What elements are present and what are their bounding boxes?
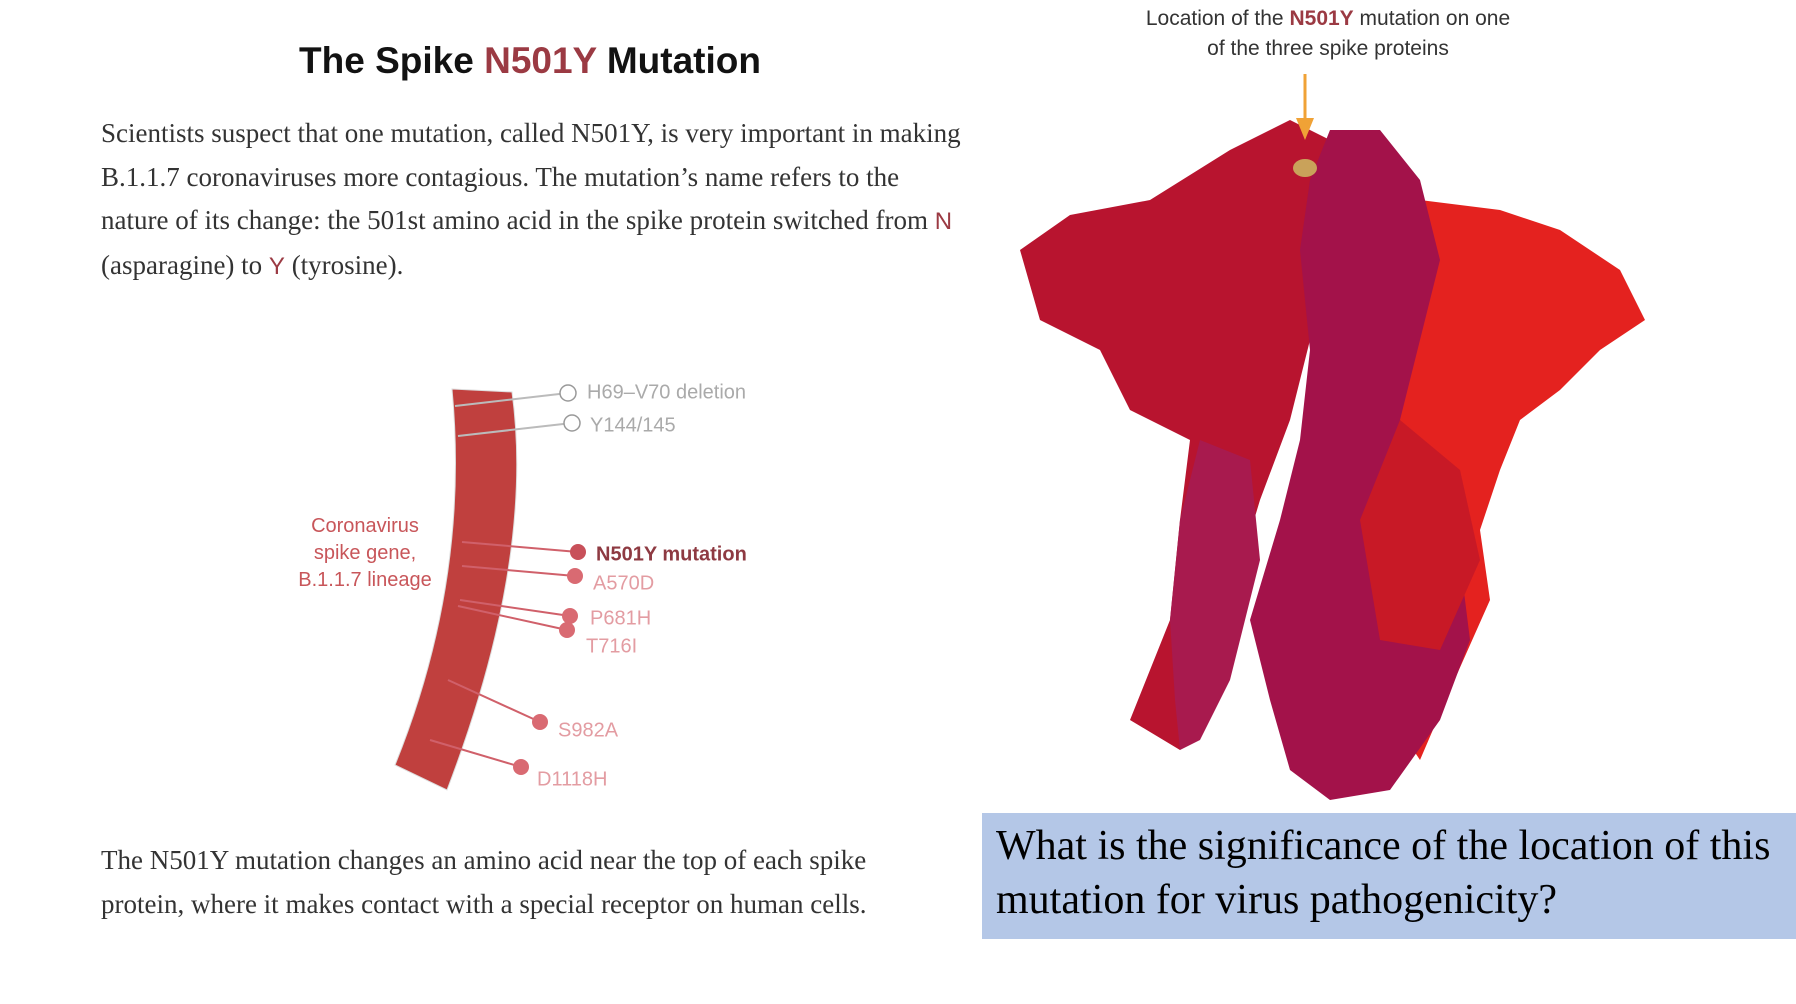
connector (457, 422, 573, 437)
intro-paragraph: Scientists suspect that one mutation, ca… (101, 112, 971, 288)
connector (461, 565, 576, 577)
spike-gene-band (394, 388, 518, 791)
title-text: The Spike (299, 40, 474, 81)
caption-highlight: N501Y (1289, 7, 1354, 30)
title: The Spike N501Y Mutation (200, 40, 860, 82)
question-box: What is the significance of the location… (982, 813, 1796, 939)
gene-label: Coronavirus spike gene, B.1.1.7 lineage (298, 515, 432, 591)
outro-paragraph: The N501Y mutation changes an amino acid… (101, 845, 867, 919)
connector (457, 605, 568, 631)
mutation-dot (513, 759, 529, 775)
amino-acid: Y (268, 252, 285, 280)
text: Scientists suspect that one mutation, ca… (101, 118, 961, 235)
structure-caption: Location of the N501Y mutation on one of… (1143, 4, 1513, 64)
mutation-label: P681H (590, 607, 651, 629)
mutation-label: D1118H (537, 768, 607, 790)
connector (461, 541, 579, 553)
subunit (1360, 420, 1480, 650)
text: (asparagine) to (101, 249, 263, 280)
mutation-label: H69–V70 deletion (587, 381, 746, 403)
text: (tyrosine). (291, 249, 404, 280)
spike-protein (1020, 120, 1645, 800)
mutation-label: T716I (586, 635, 637, 657)
subunit (1020, 120, 1340, 750)
mutation-label: Y144/145 (590, 414, 676, 436)
mutation-dot (559, 622, 575, 638)
text: mutation on one of the three spike prote… (1207, 7, 1511, 60)
connector (429, 739, 522, 768)
connector (454, 392, 569, 407)
amino-acid: N (934, 208, 953, 235)
mutation-dot (570, 544, 586, 560)
mutation-label: S982A (558, 719, 619, 741)
connector (459, 599, 571, 617)
mutation-dot (559, 384, 577, 402)
arrow-head (1296, 118, 1314, 140)
title-highlight: N501Y (484, 40, 597, 81)
connector (447, 679, 541, 723)
mutation-label: A570D (593, 572, 654, 594)
mutation-dot (562, 608, 578, 624)
mutation-label: N501Y mutation (596, 543, 747, 565)
mutation-dot (532, 714, 548, 730)
mutation-dot (567, 568, 583, 584)
mutation-site (1293, 159, 1317, 177)
text: Location of the (1145, 7, 1284, 30)
subunit (1170, 440, 1260, 750)
mutation-dot (563, 414, 581, 432)
title-text: Mutation (606, 40, 761, 81)
